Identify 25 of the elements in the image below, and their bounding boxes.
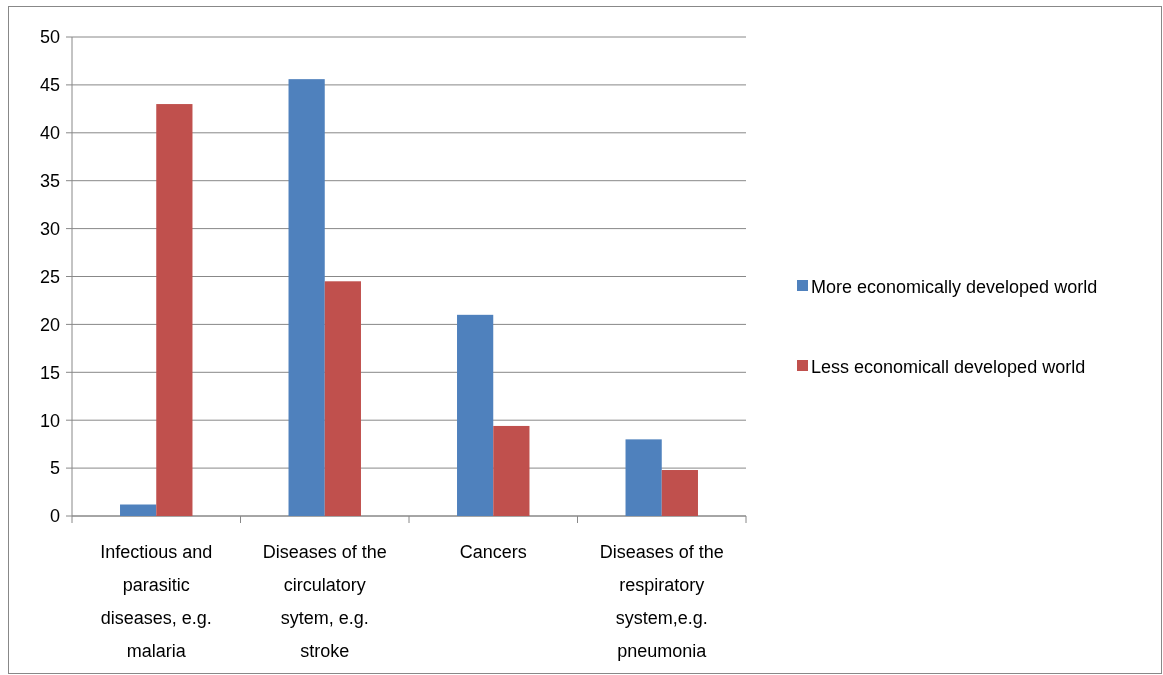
legend-label: More economically developed world [811, 277, 1098, 298]
y-tick-label: 0 [49, 506, 60, 527]
x-tick-label: Cancers [459, 542, 527, 562]
y-tick-label: 45 [39, 75, 60, 96]
y-tick-label: 50 [39, 27, 60, 48]
bar [324, 281, 361, 516]
bar [493, 425, 530, 516]
y-tick-label: 5 [49, 458, 60, 479]
bar [288, 79, 325, 516]
y-tick-label: 20 [39, 314, 60, 335]
bar [661, 470, 698, 516]
x-tick-label: Diseases of the circulatory sytem, e.g. stroke [262, 542, 387, 661]
x-tick-label: Infectious and parasitic diseases, e.g. malaria [100, 542, 213, 661]
bar [457, 314, 494, 516]
bar [120, 504, 157, 516]
y-tick-label: 15 [39, 362, 60, 383]
y-tick-label: 25 [39, 266, 60, 287]
y-tick-label: 30 [39, 218, 60, 239]
bar [625, 439, 662, 516]
y-tick-label: 35 [39, 171, 60, 191]
legend-label: Less economicall developed world [811, 357, 1086, 378]
bar [156, 104, 193, 516]
y-tick-label: 40 [39, 123, 60, 144]
x-tick-label: Diseases of the respiratory system,e.g. pneumonia [599, 542, 724, 661]
y-tick-label: 10 [39, 410, 60, 431]
